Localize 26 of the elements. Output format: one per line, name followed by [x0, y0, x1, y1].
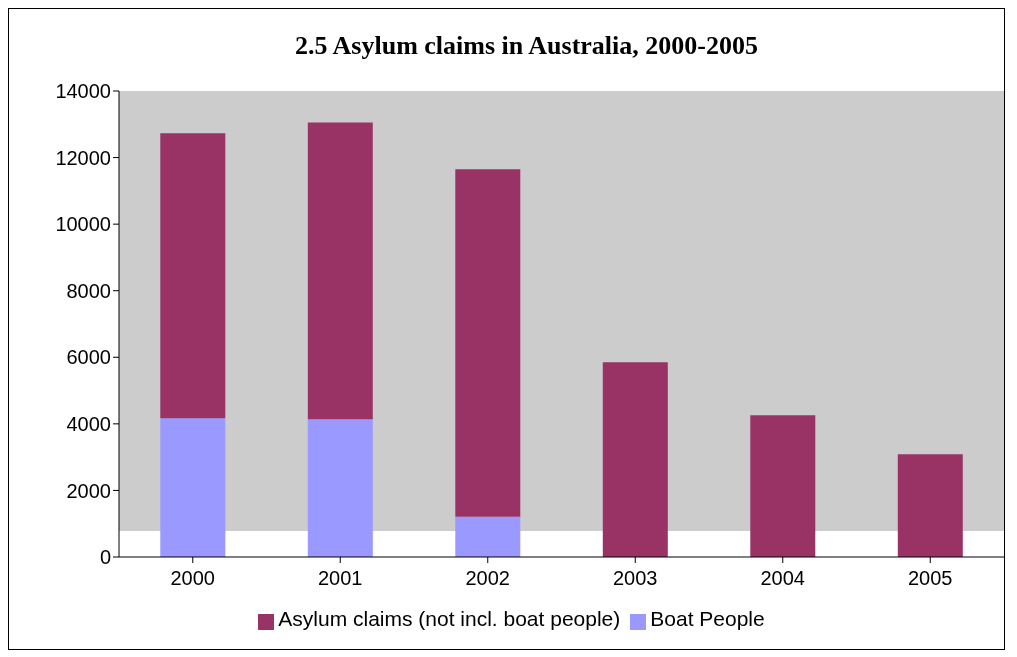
bar — [455, 169, 521, 517]
bar — [750, 415, 816, 557]
x-tick-label: 2003 — [613, 567, 658, 590]
bar — [160, 418, 226, 557]
bar — [897, 454, 963, 557]
y-tick-label: 12000 — [55, 146, 111, 169]
y-tick-label: 10000 — [55, 213, 111, 236]
x-tick-label: 2002 — [465, 567, 510, 590]
x-tick-label: 2004 — [760, 567, 805, 590]
legend-label: Boat People — [650, 607, 765, 630]
x-tick-label: 2001 — [318, 567, 363, 590]
bar — [160, 133, 226, 419]
bar — [602, 362, 668, 557]
chart-title: 2.5 Asylum claims in Australia, 2000-2005 — [294, 30, 759, 61]
y-tick-label: 6000 — [66, 346, 111, 369]
bar — [307, 122, 373, 420]
legend-label: Asylum claims (not incl. boat people) — [278, 607, 621, 630]
y-tick-label: 8000 — [66, 279, 111, 302]
x-tick-label: 2000 — [170, 567, 215, 590]
y-tick-label: 0 — [99, 546, 111, 569]
x-tick-label: 2005 — [908, 567, 953, 590]
bar — [307, 419, 373, 557]
y-tick-label: 14000 — [55, 80, 111, 103]
y-tick-label: 4000 — [66, 412, 111, 435]
y-tick-label: 2000 — [66, 479, 111, 502]
bar — [455, 516, 521, 557]
